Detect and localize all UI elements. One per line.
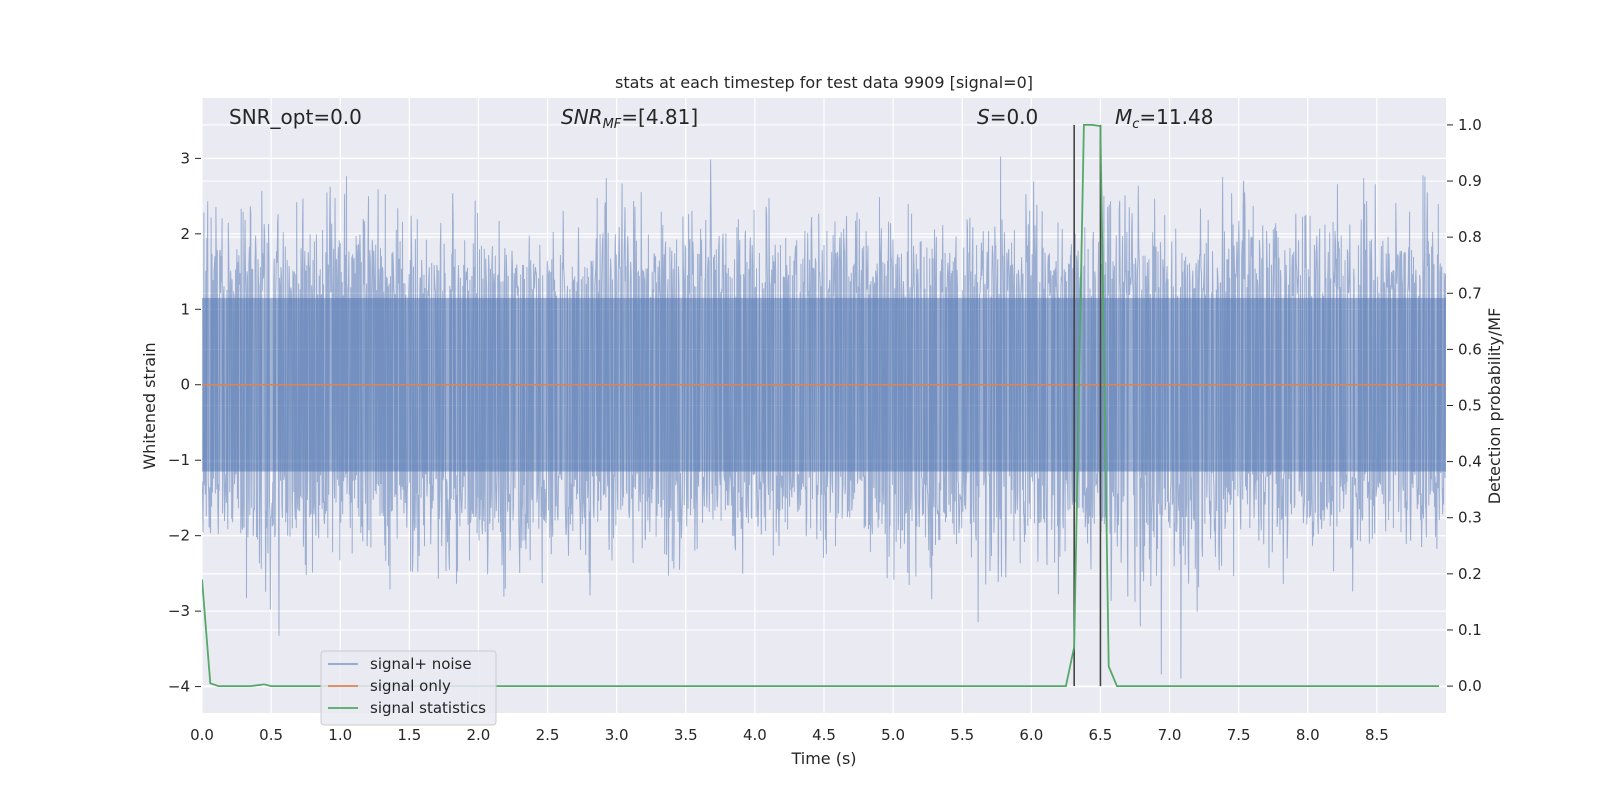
y2-tick-label: 0.7: [1458, 284, 1482, 302]
s-main: S: [977, 105, 990, 129]
x-tick-label: 0.5: [259, 726, 283, 744]
y2-tick-label: 0.5: [1458, 397, 1482, 415]
snr-mf-annotation: SNRMF=[4.81]: [561, 105, 698, 132]
chart-title: stats at each timestep for test data 990…: [615, 73, 1033, 92]
x-tick-label: 4.0: [743, 726, 767, 744]
y2-tick-label: 0.3: [1458, 509, 1482, 527]
y-tick-label: −1: [168, 451, 190, 469]
mc-sub: c: [1132, 117, 1139, 132]
y2-tick-label: 0.1: [1458, 621, 1482, 639]
y-tick-label: −3: [168, 602, 190, 620]
y-axis-label: Whitened strain: [140, 342, 159, 469]
x-tick-labels: 0.0 0.5 1.0 1.5 2.0 2.5 3.0 3.5 4.0 4.5 5.0 5.5 6.0 6…: [190, 726, 1389, 744]
legend-label-stats: signal statistics: [370, 699, 486, 717]
x-tick-label: 3.0: [605, 726, 629, 744]
snr-opt-annotation: SNR_opt=0.0: [229, 105, 362, 129]
y2-tick-label: 0.6: [1458, 340, 1482, 358]
y-tick-labels: −4 −3 −2 −1 0 1 2 3: [168, 149, 201, 696]
x-tick-label: 7.5: [1227, 726, 1251, 744]
signal-statistics-line: [202, 124, 1440, 687]
y2-tick-label: 0.0: [1458, 677, 1482, 695]
legend-label-noise: signal+ noise: [370, 655, 472, 673]
x-tick-label: 4.5: [812, 726, 836, 744]
y2-tick-label: 0.2: [1458, 565, 1482, 583]
y-tick-label: 1: [180, 300, 190, 318]
x-axis-label: Time (s): [790, 749, 856, 768]
legend-label-signal: signal only: [370, 677, 451, 695]
mc-main: M: [1115, 105, 1132, 129]
s-value: =0.0: [990, 105, 1039, 129]
y-tick-label: 0: [180, 376, 190, 394]
x-tick-label: 2.0: [467, 726, 491, 744]
snr-mf-main: SNR: [561, 105, 603, 129]
detection-vlines: [1073, 124, 1102, 687]
x-tick-label: 8.0: [1296, 726, 1320, 744]
x-tick-label: 2.5: [536, 726, 560, 744]
s-annotation: S=0.0: [977, 105, 1038, 129]
x-tick-label: 0.0: [190, 726, 214, 744]
y2-axis-label: Detection probability/MF: [1485, 308, 1504, 505]
x-tick-label: 7.0: [1158, 726, 1182, 744]
x-tick-label: 5.0: [881, 726, 905, 744]
legend: signal+ noise signal only signal statist…: [320, 650, 497, 726]
x-tick-label: 5.5: [950, 726, 974, 744]
x-tick-label: 1.5: [397, 726, 421, 744]
noise-trace: [202, 156, 1446, 679]
x-tick-label: 6.0: [1019, 726, 1043, 744]
mc-value: =11.48: [1139, 105, 1213, 129]
y2-tick-label: 1.0: [1458, 116, 1482, 134]
legend-box: [320, 650, 497, 726]
snr-mf-sub: MF: [603, 117, 622, 132]
snr-mf-value: =[4.81]: [621, 105, 698, 129]
x-tick-label: 3.5: [674, 726, 698, 744]
y2-tick-labels: 0.0 0.1 0.2 0.3 0.4 0.5 0.6 0.7 0.8 0.9 1.0: [1447, 116, 1482, 695]
y-tick-label: 2: [180, 225, 190, 243]
y2-tick-label: 0.8: [1458, 228, 1482, 246]
y-tick-label: −4: [168, 678, 190, 696]
y2-tick-label: 0.4: [1458, 453, 1482, 471]
mc-annotation: Mc=11.48: [1115, 105, 1213, 132]
x-tick-label: 6.5: [1089, 726, 1113, 744]
y-tick-label: 3: [180, 149, 190, 167]
y-tick-label: −2: [168, 527, 190, 545]
x-tick-label: 8.5: [1365, 726, 1389, 744]
y2-tick-label: 0.9: [1458, 172, 1482, 190]
x-tick-label: 1.0: [328, 726, 352, 744]
